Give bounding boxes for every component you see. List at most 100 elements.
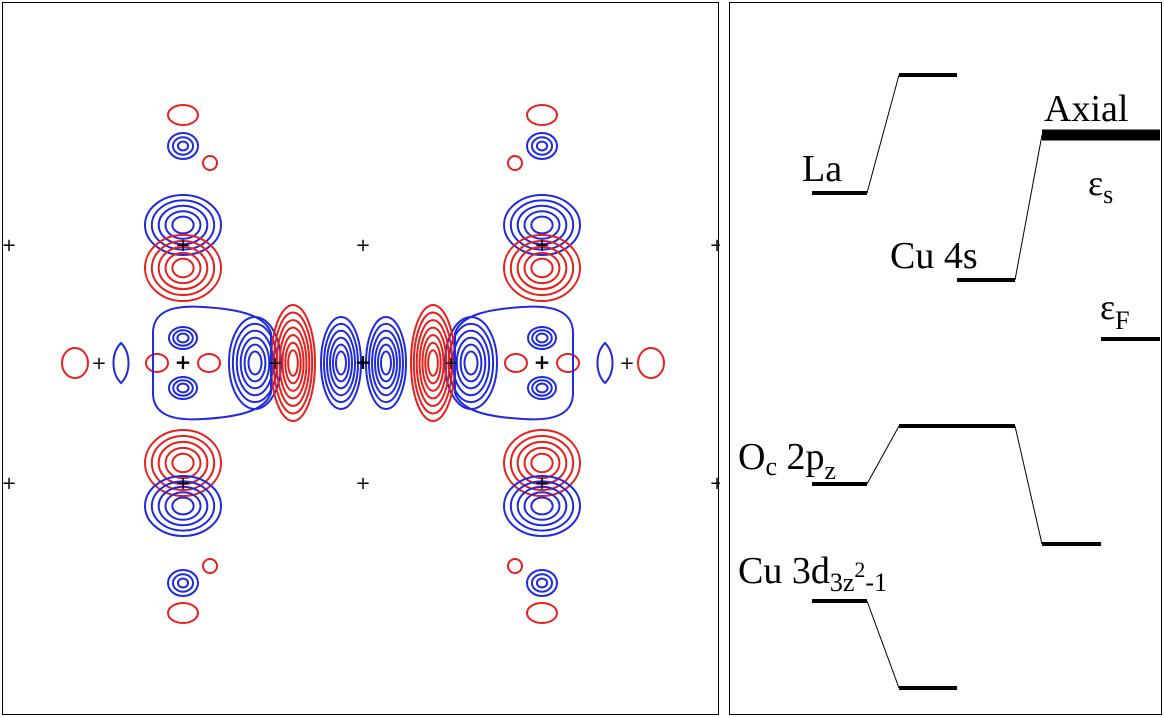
positive-lobe	[415, 319, 451, 407]
positive-lobe	[424, 341, 442, 385]
positive-lobe	[164, 446, 202, 480]
negative-lobe	[535, 332, 549, 344]
negative-lobe	[530, 136, 554, 156]
positive-lobe	[504, 353, 528, 373]
negative-lobe	[463, 350, 479, 376]
negative-lobe	[527, 326, 557, 350]
negative-lobe	[530, 573, 554, 593]
positive-lobe	[150, 434, 216, 492]
negative-lobe	[503, 194, 581, 256]
negative-lobe	[320, 316, 362, 410]
atom-marker: +	[709, 235, 720, 256]
positive-lobe	[164, 251, 202, 285]
atom-marker: +	[355, 235, 370, 256]
negative-lobe	[523, 210, 561, 240]
positive-lobe	[171, 257, 195, 279]
connector	[866, 600, 900, 689]
atom-marker: +	[175, 350, 192, 374]
negative-lobe	[380, 350, 392, 376]
atom-marker: +	[175, 473, 190, 494]
positive-lobe	[272, 311, 314, 415]
atom-marker: +	[3, 473, 17, 494]
negative-lobe	[150, 480, 216, 532]
positive-lobe	[197, 353, 221, 373]
label-cu4s: Cu 4s	[890, 235, 978, 277]
negative-lobe	[365, 316, 407, 410]
label-cu3d: Cu 3d3z2-1	[738, 550, 887, 597]
atom-marker: +	[443, 353, 458, 374]
negative-lobe	[167, 569, 199, 597]
positive-lobe	[507, 558, 523, 574]
label-oc2pz: Oc 2pz	[738, 436, 836, 485]
positive-lobe	[287, 349, 299, 377]
positive-lobe	[530, 452, 554, 474]
negative-lobe	[377, 343, 395, 383]
negative-lobe	[503, 475, 581, 537]
negative-lobe	[168, 326, 198, 350]
negative-lobe	[247, 350, 263, 376]
negative-lobe	[323, 322, 359, 404]
positive-lobe	[516, 245, 568, 291]
positive-lobe	[275, 319, 311, 407]
negative-lobe	[176, 332, 190, 344]
connector	[1014, 425, 1043, 545]
positive-lobe	[509, 434, 575, 492]
negative-lobe	[150, 199, 216, 251]
negative-lobe	[171, 496, 195, 516]
positive-lobe	[516, 440, 568, 486]
negative-lobe	[374, 336, 398, 390]
label-axial: Axial	[1044, 88, 1128, 130]
positive-lobe	[167, 104, 199, 126]
positive-lobe	[507, 155, 523, 171]
atom-marker: +	[619, 353, 634, 374]
negative-lobe	[371, 329, 401, 397]
negative-lobe	[144, 475, 222, 537]
negative-lobe	[176, 140, 190, 152]
positive-lobe	[427, 349, 439, 377]
positive-lobe	[418, 326, 448, 400]
positive-lobe	[637, 347, 665, 379]
negative-lobe	[535, 140, 549, 152]
negative-lobe	[176, 382, 190, 394]
positive-lobe	[523, 446, 561, 480]
negative-lobe	[509, 199, 575, 251]
negative-lobe	[171, 136, 195, 156]
label-eps-s: εs	[1088, 163, 1113, 209]
negative-lobe	[509, 480, 575, 532]
positive-lobe	[145, 353, 169, 373]
negative-lobe	[171, 573, 195, 593]
positive-lobe	[526, 602, 558, 624]
orbital-contour-plot: + + + + + + + + + + + + + + + + +	[2, 2, 720, 715]
atom-marker: +	[175, 235, 190, 256]
positive-lobe	[281, 334, 305, 392]
positive-lobe	[167, 602, 199, 624]
connector	[866, 74, 900, 194]
negative-lobe	[332, 343, 350, 383]
atom-marker: +	[534, 235, 549, 256]
positive-lobe	[157, 440, 209, 486]
negative-lobe	[167, 132, 199, 160]
negative-lobe	[531, 379, 553, 397]
positive-lobe	[523, 251, 561, 285]
negative-lobe	[527, 376, 557, 400]
negative-lobe	[516, 204, 568, 246]
negative-lobe	[368, 322, 404, 404]
negative-lobe	[530, 215, 554, 235]
negative-lobe	[516, 485, 568, 527]
atom-markers: + + + + + + + + + + + + + + + + +	[3, 235, 720, 494]
atom-marker: +	[355, 473, 370, 494]
positive-lobe	[503, 234, 581, 302]
negative-lobe	[176, 577, 190, 589]
negative-lobe	[172, 329, 194, 347]
negative-lobe	[335, 350, 347, 376]
atom-marker: +	[534, 350, 551, 374]
energy-svg: La Cu 4s Axial εs εF Oc 2pz Cu 3d3z2-1	[738, 73, 1160, 690]
negative-lobe	[164, 210, 202, 240]
atom-marker: +	[534, 473, 549, 494]
positive-lobe	[171, 452, 195, 474]
positive-lobe	[144, 429, 222, 497]
negative-lobe	[526, 569, 558, 597]
positive-lobe	[509, 239, 575, 297]
positive-lobe	[278, 326, 308, 400]
positive-lobe	[526, 104, 558, 126]
